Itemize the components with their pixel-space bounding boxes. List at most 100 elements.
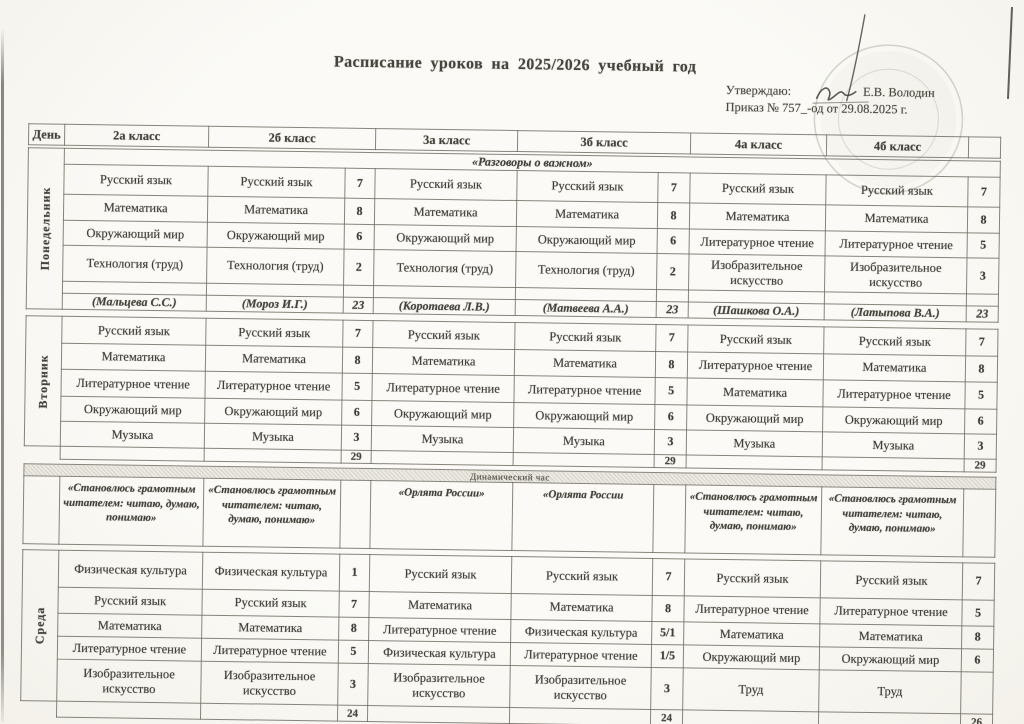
lesson-cell: Окружающий мир bbox=[204, 398, 342, 426]
day-label bbox=[22, 475, 60, 545]
hours-cell: 7 bbox=[338, 591, 370, 618]
hours-cell: 1 bbox=[339, 554, 370, 592]
hours-cell: 5 bbox=[964, 381, 998, 410]
lesson-cell: Изобразительное искусство bbox=[509, 665, 652, 710]
hours-cell: 7 bbox=[962, 562, 995, 601]
lesson-cell: Окружающий мир bbox=[374, 224, 517, 252]
lesson-cell: Музыка bbox=[60, 421, 205, 449]
lesson-cell: Математика bbox=[689, 202, 826, 231]
lesson-cell: Математика bbox=[207, 196, 345, 225]
total-cell bbox=[686, 454, 823, 470]
hours-cell: 7 bbox=[965, 328, 999, 357]
program-cell: «Становлюсь грамотным читателем: читаю, … bbox=[684, 484, 822, 555]
hours-cell: 26 bbox=[960, 713, 993, 724]
lesson-cell: Изобразительное искусство bbox=[824, 255, 967, 294]
teacher-cell: (Мальцева С.С.) bbox=[62, 293, 207, 312]
hours-cell: 8 bbox=[344, 198, 375, 225]
lesson-cell: Технология (труд) bbox=[62, 245, 208, 284]
program-cell: «Становлюсь грамотным читателем: читаю, … bbox=[820, 486, 964, 557]
hours-cell: 6 bbox=[657, 228, 690, 254]
lesson-cell: Музыка bbox=[513, 427, 655, 455]
hours-cell: 23 bbox=[966, 305, 999, 323]
lesson-cell: Технология (труд) bbox=[206, 247, 345, 286]
lesson-cell: Физическая культура bbox=[510, 619, 652, 645]
hours-cell bbox=[652, 484, 686, 553]
lesson-cell: Литературное чтение bbox=[510, 642, 652, 668]
hours-cell: 8 bbox=[961, 625, 994, 650]
teacher-cell: (Шашкова О.А.) bbox=[688, 301, 825, 320]
hours-cell: 8 bbox=[965, 355, 998, 383]
day-spacer bbox=[21, 701, 57, 718]
lesson-cell: Изобразительное искусство bbox=[688, 253, 826, 292]
lesson-cell: Труд bbox=[818, 669, 962, 714]
teacher-cell: (Мороз И.Г.) bbox=[206, 295, 344, 314]
hours-cell: 7 bbox=[657, 172, 691, 203]
lesson-cell: Математика bbox=[686, 377, 824, 407]
hours-cell: 7 bbox=[342, 320, 374, 348]
lesson-cell: Математика bbox=[825, 204, 968, 233]
hours-cell bbox=[343, 285, 374, 298]
lesson-cell: Литературное чтение bbox=[825, 230, 968, 258]
teacher-cell: (Латыпова В.А.) bbox=[824, 303, 967, 322]
lesson-cell: Физическая культура bbox=[58, 550, 203, 590]
lesson-cell: Окружающий мир bbox=[63, 220, 208, 248]
lesson-cell: Математика bbox=[374, 198, 517, 227]
lesson-cell: Русский язык bbox=[516, 170, 659, 203]
program-cell: «Становлюсь грамотным читателем: читаю, … bbox=[202, 478, 341, 549]
hours-cell: 7 bbox=[652, 558, 685, 596]
lesson-cell: Изобразительное искусство bbox=[200, 661, 339, 706]
hours-cell bbox=[966, 293, 999, 307]
lesson-cell: Окружающий мир bbox=[683, 644, 820, 670]
hours-cell: 1/5 bbox=[651, 644, 684, 668]
hours-cell: 3 bbox=[966, 257, 1000, 295]
lesson-cell: Литературное чтение bbox=[683, 595, 821, 624]
total-cell bbox=[509, 707, 651, 724]
hours-cell: 8 bbox=[651, 595, 685, 622]
hours-cell: 5 bbox=[966, 232, 1000, 259]
lesson-cell: Окружающий мир bbox=[819, 646, 962, 672]
lesson-cell: Русский язык bbox=[514, 322, 657, 352]
total-cell bbox=[818, 711, 961, 724]
hours-cell: 7 bbox=[967, 176, 1001, 208]
header-class-4b: 4б класс bbox=[826, 134, 969, 158]
hours-cell: 3 bbox=[337, 663, 369, 706]
total-cell bbox=[682, 709, 819, 724]
lesson-cell: Русский язык bbox=[207, 166, 346, 199]
hours-cell: 5/1 bbox=[651, 621, 684, 645]
hours-cell: 23 bbox=[343, 297, 374, 314]
hours-cell: 24 bbox=[650, 709, 683, 724]
schedule-block-4: Среда Физическая культура Физическая культ… bbox=[20, 549, 995, 724]
day-label: Среда bbox=[20, 549, 59, 702]
header-class-2a: 2а класс bbox=[64, 124, 209, 148]
schedule-block-3: Динамический час «Становлюсь грамотным чи… bbox=[22, 463, 997, 558]
total-cell bbox=[200, 703, 338, 722]
hours-cell bbox=[339, 480, 371, 549]
lesson-cell: Литературное чтение bbox=[687, 351, 824, 380]
program-cell: «Орлята России bbox=[511, 482, 654, 553]
hours-cell: 8 bbox=[655, 351, 688, 378]
lesson-cell: Русский язык bbox=[369, 554, 512, 594]
header-empty bbox=[968, 136, 1001, 159]
lesson-cell: Русский язык bbox=[372, 320, 516, 350]
total-cell bbox=[60, 446, 205, 462]
hours-cell: 23 bbox=[656, 301, 689, 318]
schedule-block-2: Вторник Русский язык Русский язык 7 Русский … bbox=[24, 315, 999, 473]
lesson-cell: Литературное чтение bbox=[57, 636, 202, 662]
lesson-cell: Русский язык bbox=[687, 324, 825, 354]
lesson-cell: Литературное чтение bbox=[371, 373, 515, 403]
handwritten-signature bbox=[812, 14, 869, 104]
lesson-cell: Литературное чтение bbox=[204, 371, 343, 401]
hours-cell: 5 bbox=[654, 377, 688, 405]
lesson-cell: Математика bbox=[201, 615, 339, 641]
lesson-cell: Математика bbox=[368, 591, 512, 620]
hours-cell: 7 bbox=[344, 168, 376, 199]
hours-cell: 6 bbox=[961, 648, 994, 673]
lesson-cell: Окружающий мир bbox=[60, 396, 205, 424]
hours-cell: 29 bbox=[341, 450, 372, 464]
hours-cell: 29 bbox=[654, 454, 687, 468]
hours-cell: 5 bbox=[338, 640, 369, 664]
lesson-cell: Изобразительное искусство bbox=[367, 663, 511, 708]
hours-cell: 6 bbox=[344, 224, 375, 250]
lesson-cell: Русский язык bbox=[205, 318, 344, 348]
